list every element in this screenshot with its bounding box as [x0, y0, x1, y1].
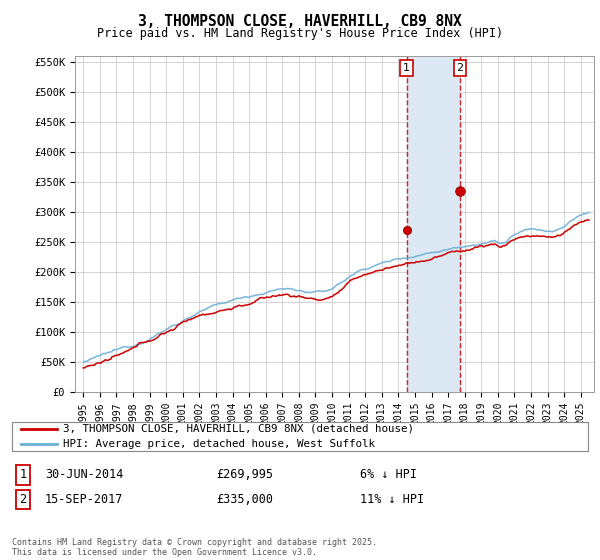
Bar [407, 56, 460, 392]
Text: Contains HM Land Registry data © Crown copyright and database right 2025.
This d: Contains HM Land Registry data © Crown c… [12, 538, 377, 557]
Text: 30-JUN-2014: 30-JUN-2014 [45, 468, 124, 482]
Text: £269,995: £269,995 [216, 468, 273, 482]
Text: 2: 2 [19, 493, 26, 506]
Text: 1: 1 [19, 468, 26, 482]
Text: 3, THOMPSON CLOSE, HAVERHILL, CB9 8NX (detached house): 3, THOMPSON CLOSE, HAVERHILL, CB9 8NX (d… [63, 424, 414, 434]
Text: £335,000: £335,000 [216, 493, 273, 506]
Text: Price paid vs. HM Land Registry's House Price Index (HPI): Price paid vs. HM Land Registry's House … [97, 27, 503, 40]
Text: 15-SEP-2017: 15-SEP-2017 [45, 493, 124, 506]
Text: 1: 1 [403, 63, 410, 73]
Text: 2: 2 [456, 63, 463, 73]
Text: 6% ↓ HPI: 6% ↓ HPI [360, 468, 417, 482]
Text: 3, THOMPSON CLOSE, HAVERHILL, CB9 8NX: 3, THOMPSON CLOSE, HAVERHILL, CB9 8NX [138, 14, 462, 29]
Text: 11% ↓ HPI: 11% ↓ HPI [360, 493, 424, 506]
Text: HPI: Average price, detached house, West Suffolk: HPI: Average price, detached house, West… [63, 438, 375, 449]
